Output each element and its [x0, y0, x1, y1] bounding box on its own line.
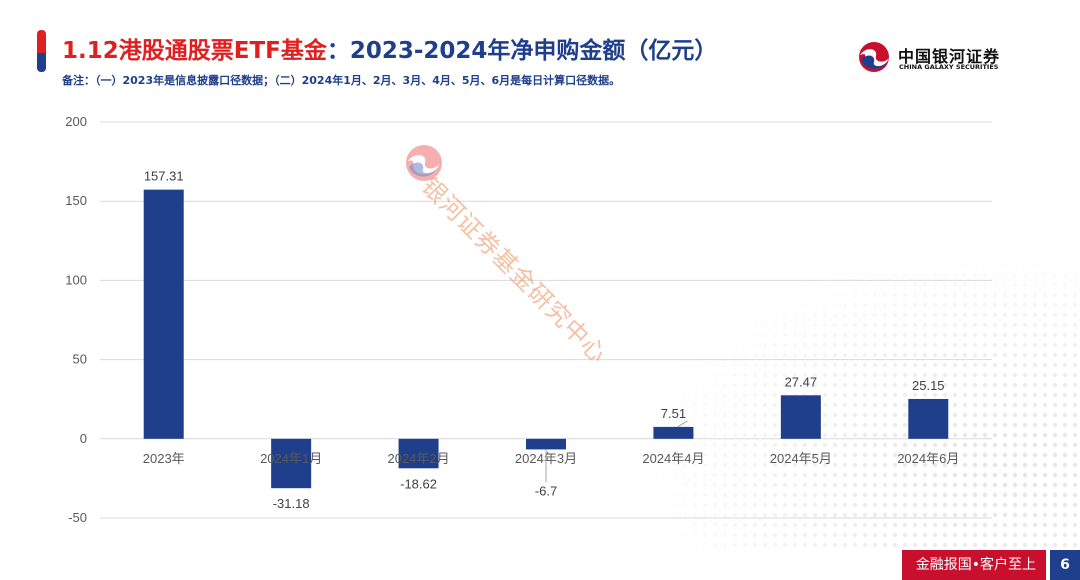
page-title-prefix: 1.12港股通股票ETF基金 [62, 38, 327, 64]
labels: -50 0 50 100 150 200 2023年 157.31 2024年1月 -31.18 2… [65, 114, 959, 525]
galaxy-logo-icon [859, 42, 889, 72]
bar [271, 438, 312, 489]
page-title: 1.12港股通股票ETF基金：2023-2024年净申购金额（亿元） [62, 31, 717, 65]
x-tick-label: 2023年 [143, 451, 185, 466]
y-tick-label: 200 [65, 114, 87, 129]
title-accent-bar [37, 30, 46, 72]
y-tick-label: 50 [73, 352, 87, 367]
logo-name-cn: 中国银河证券 [898, 47, 1001, 66]
bar [780, 395, 821, 439]
y-tick-label: -50 [68, 510, 87, 525]
bar [908, 398, 949, 439]
x-tick-label: 2024年6月 [897, 451, 959, 466]
data-label: 25.15 [912, 378, 945, 393]
x-tick-label: 2024年1月 [260, 451, 322, 466]
y-tick-label: 0 [80, 431, 87, 446]
data-label: -6.7 [535, 483, 557, 498]
y-tick-label: 100 [65, 272, 87, 287]
bar [526, 438, 566, 450]
watermark-logo [406, 145, 442, 181]
bar [143, 189, 184, 439]
x-tick-label: 2024年4月 [642, 451, 704, 466]
x-tick-label: 2024年5月 [770, 451, 832, 466]
background-dot-pattern [560, 230, 1080, 550]
data-label: 27.47 [785, 374, 818, 389]
x-tick-label: 2024年2月 [387, 451, 449, 466]
logo-name-en: CHINA GALAXY SECURITIES [899, 63, 999, 71]
data-label: -31.18 [273, 496, 310, 511]
bar [398, 438, 439, 469]
bars [143, 189, 949, 489]
footer: 金融报国•客户至上 6 [901, 550, 1080, 580]
data-label: 157.31 [144, 169, 184, 184]
page-title-main: ：2023-2024年净申购金额（亿元） [326, 38, 718, 64]
y-tick-label: 150 [65, 193, 87, 208]
bar [653, 426, 694, 439]
leader-line [677, 420, 688, 428]
page-number: 6 [1050, 550, 1080, 580]
data-label: 7.51 [661, 406, 686, 421]
company-logo: 中国银河证券 CHINA GALAXY SECURITIES [856, 40, 1016, 76]
data-label: -18.62 [400, 476, 437, 491]
footer-slogan: 金融报国•客户至上 [901, 550, 1046, 580]
page-note: 备注：（一）2023年是信息披露口径数据；（二）2024年1月、2月、3月、4月… [62, 74, 621, 87]
